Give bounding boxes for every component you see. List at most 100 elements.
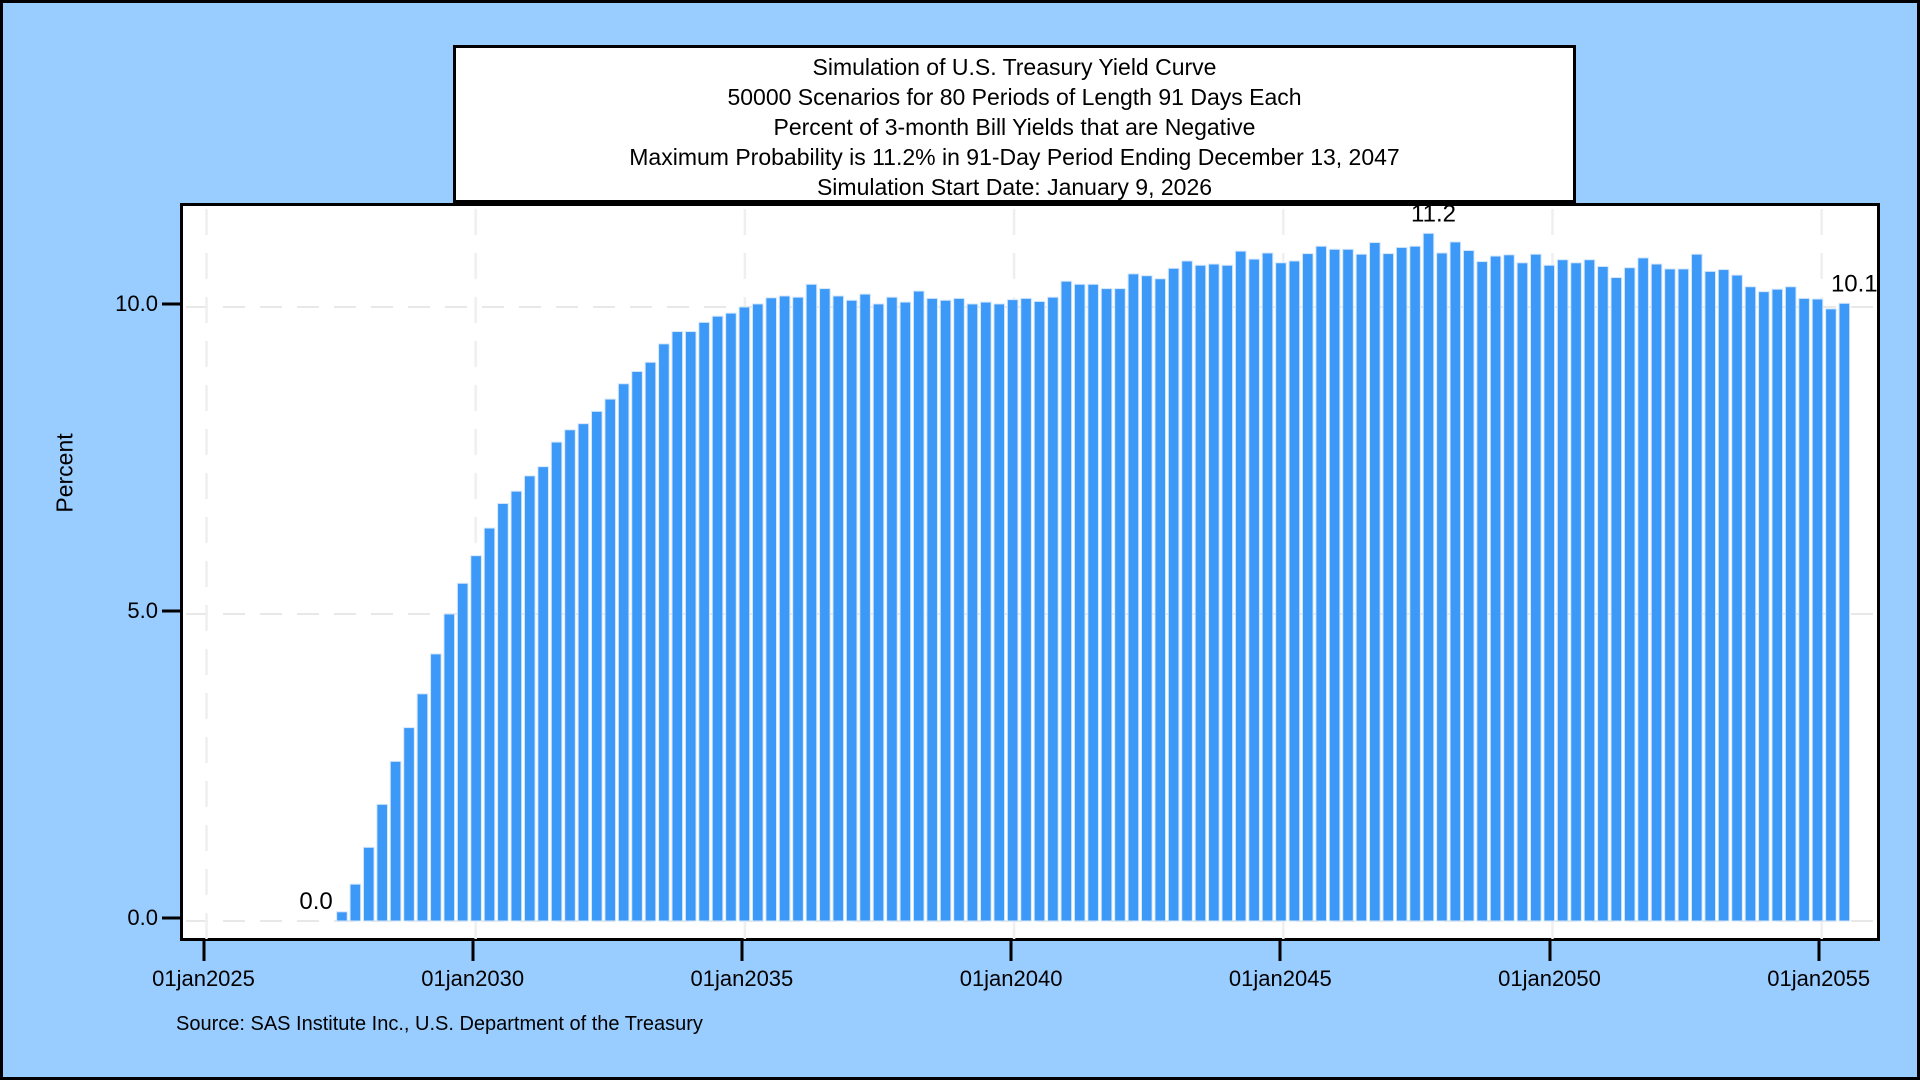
bar bbox=[577, 423, 590, 922]
bar bbox=[993, 303, 1006, 922]
x-tick-label: 01jan2025 bbox=[152, 966, 255, 991]
bar bbox=[1261, 252, 1274, 922]
bar bbox=[591, 410, 603, 922]
bar bbox=[1677, 268, 1690, 922]
bar bbox=[671, 331, 684, 922]
bar bbox=[1664, 268, 1676, 922]
x-tick-label: 01jan2030 bbox=[421, 966, 525, 991]
bar bbox=[1181, 260, 1193, 922]
bar bbox=[1436, 252, 1448, 922]
bar bbox=[698, 321, 710, 922]
title-line-1: Simulation of U.S. Treasury Yield Curve bbox=[812, 54, 1217, 80]
x-tick-mark bbox=[1278, 941, 1282, 961]
bar bbox=[376, 803, 388, 922]
bar bbox=[430, 653, 442, 922]
source-note: Source: SAS Institute Inc., U.S. Departm… bbox=[176, 1013, 703, 1035]
bar-value-label: 0.0 bbox=[299, 888, 332, 915]
bar bbox=[1744, 286, 1757, 922]
bar bbox=[939, 299, 952, 922]
bar bbox=[1409, 245, 1421, 922]
title-line-2: 50000 Scenarios for 80 Periods of Length… bbox=[727, 84, 1302, 110]
bar bbox=[1114, 288, 1126, 922]
bar bbox=[1275, 262, 1287, 922]
bar bbox=[1489, 255, 1502, 922]
bar bbox=[349, 883, 362, 922]
bar bbox=[443, 613, 456, 922]
bar bbox=[1570, 262, 1582, 922]
bar bbox=[1194, 264, 1207, 922]
bar bbox=[1100, 288, 1113, 922]
bar bbox=[792, 296, 804, 922]
bar bbox=[886, 296, 898, 922]
bar bbox=[980, 301, 992, 922]
bar bbox=[1006, 299, 1019, 922]
bar bbox=[899, 301, 912, 922]
bar bbox=[497, 502, 509, 922]
bar bbox=[1301, 253, 1314, 922]
bar bbox=[953, 297, 965, 922]
bar bbox=[1516, 262, 1529, 922]
bar bbox=[1328, 248, 1341, 922]
x-tick-label: 01jan2045 bbox=[1228, 966, 1332, 991]
y-tick-label: 0.0 bbox=[127, 905, 158, 930]
bar bbox=[1530, 253, 1542, 922]
bar bbox=[1690, 253, 1703, 922]
bar bbox=[1449, 241, 1462, 922]
bar bbox=[1811, 298, 1824, 922]
bar bbox=[336, 911, 348, 922]
bar bbox=[725, 312, 737, 922]
plot-area: 0.0 11.2 10.1 bbox=[180, 203, 1880, 941]
bar bbox=[1717, 269, 1730, 922]
bar bbox=[416, 693, 429, 922]
x-tick-mark bbox=[1548, 941, 1551, 961]
bar bbox=[1047, 296, 1059, 922]
title-box: Simulation of U.S. Treasury Yield Curve … bbox=[453, 45, 1576, 203]
bar bbox=[1167, 267, 1180, 922]
bar bbox=[805, 283, 818, 922]
bar bbox=[765, 297, 778, 922]
bar bbox=[1060, 280, 1073, 922]
bar bbox=[926, 297, 938, 922]
bar bbox=[510, 490, 523, 922]
y-tick-label: 5.0 bbox=[127, 598, 158, 623]
x-tick-label: 01jan2055 bbox=[1767, 966, 1871, 991]
bar bbox=[1234, 250, 1247, 922]
bar bbox=[1342, 248, 1354, 922]
bar bbox=[537, 466, 549, 922]
bar bbox=[483, 527, 496, 922]
bar bbox=[644, 361, 657, 922]
bar bbox=[1288, 260, 1301, 922]
x-tick-mark bbox=[740, 941, 744, 961]
bar bbox=[1073, 283, 1086, 922]
bar bbox=[819, 288, 831, 922]
bar bbox=[1825, 308, 1837, 922]
x-tick-mark bbox=[202, 941, 205, 961]
title-line-4: Maximum Probability is 11.2% in 91-Day P… bbox=[629, 144, 1400, 170]
bar bbox=[1127, 273, 1140, 922]
bar bbox=[1087, 283, 1099, 922]
bar bbox=[1141, 275, 1153, 922]
x-tick-mark bbox=[1009, 941, 1013, 961]
bar bbox=[1704, 270, 1717, 922]
bar bbox=[1395, 246, 1408, 922]
bar bbox=[1543, 264, 1556, 922]
title-line-5: Simulation Start Date: January 9, 2026 bbox=[816, 174, 1213, 200]
bar bbox=[1758, 291, 1770, 922]
bar bbox=[1369, 242, 1381, 922]
bar bbox=[1422, 232, 1435, 922]
bar bbox=[389, 760, 402, 922]
bar bbox=[631, 370, 643, 922]
bar bbox=[1033, 300, 1046, 922]
bar bbox=[1650, 263, 1663, 922]
bar bbox=[456, 582, 469, 922]
bar bbox=[1583, 259, 1596, 922]
bars-svg: 0.0 11.2 10.1 bbox=[186, 206, 1880, 941]
bar bbox=[778, 295, 791, 922]
bar bbox=[1221, 264, 1234, 922]
bar bbox=[403, 727, 415, 922]
x-tick-mark bbox=[471, 941, 475, 961]
x-tick-label: 01jan2050 bbox=[1498, 966, 1601, 991]
bar bbox=[832, 295, 845, 922]
y-tick-mark bbox=[162, 609, 180, 613]
